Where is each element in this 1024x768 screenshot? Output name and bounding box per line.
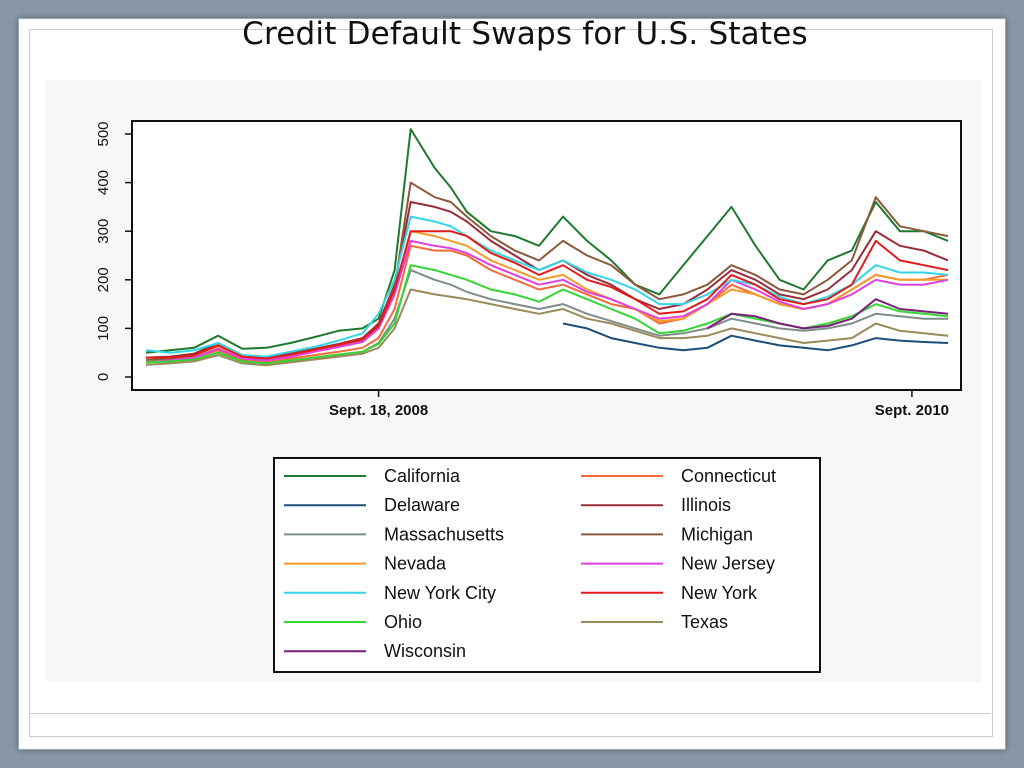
y-tick-label: 100: [95, 316, 112, 341]
y-tick-label: 200: [95, 267, 112, 292]
legend-label: Michigan: [681, 524, 753, 544]
legend-label: Nevada: [384, 554, 447, 574]
x-tick-label: Sept. 18, 2008: [329, 402, 428, 419]
footer-divider: [29, 713, 991, 714]
legend-label: New York: [681, 583, 758, 603]
legend-label: New York City: [384, 583, 496, 603]
legend-label: Connecticut: [681, 466, 776, 486]
series-line-new-jersey: [145, 239, 949, 364]
series-line-texas: [145, 288, 949, 367]
legend-label: Wisconsin: [384, 641, 466, 661]
slide-title: Credit Default Swaps for U.S. States: [242, 16, 808, 52]
series-line-new-york: [146, 230, 949, 360]
legend-label: Massachusetts: [384, 524, 504, 544]
legend-label: California: [384, 466, 461, 486]
series-line-delaware: [562, 322, 949, 352]
series-line-california: [145, 128, 949, 354]
y-tick-label: 400: [95, 170, 112, 195]
y-tick-label: 0: [95, 373, 112, 381]
legend-label: Texas: [681, 612, 728, 632]
legend-label: Delaware: [384, 495, 460, 515]
legend-label: Illinois: [681, 495, 731, 515]
legend-label: New Jersey: [681, 554, 775, 574]
y-tick-label: 500: [95, 121, 112, 146]
legend-box: [273, 457, 821, 673]
y-tick-label: 300: [95, 219, 112, 244]
x-tick-label: Sept. 2010: [875, 402, 949, 419]
legend-label: Ohio: [384, 612, 422, 632]
series-line-wisconsin: [706, 298, 949, 330]
